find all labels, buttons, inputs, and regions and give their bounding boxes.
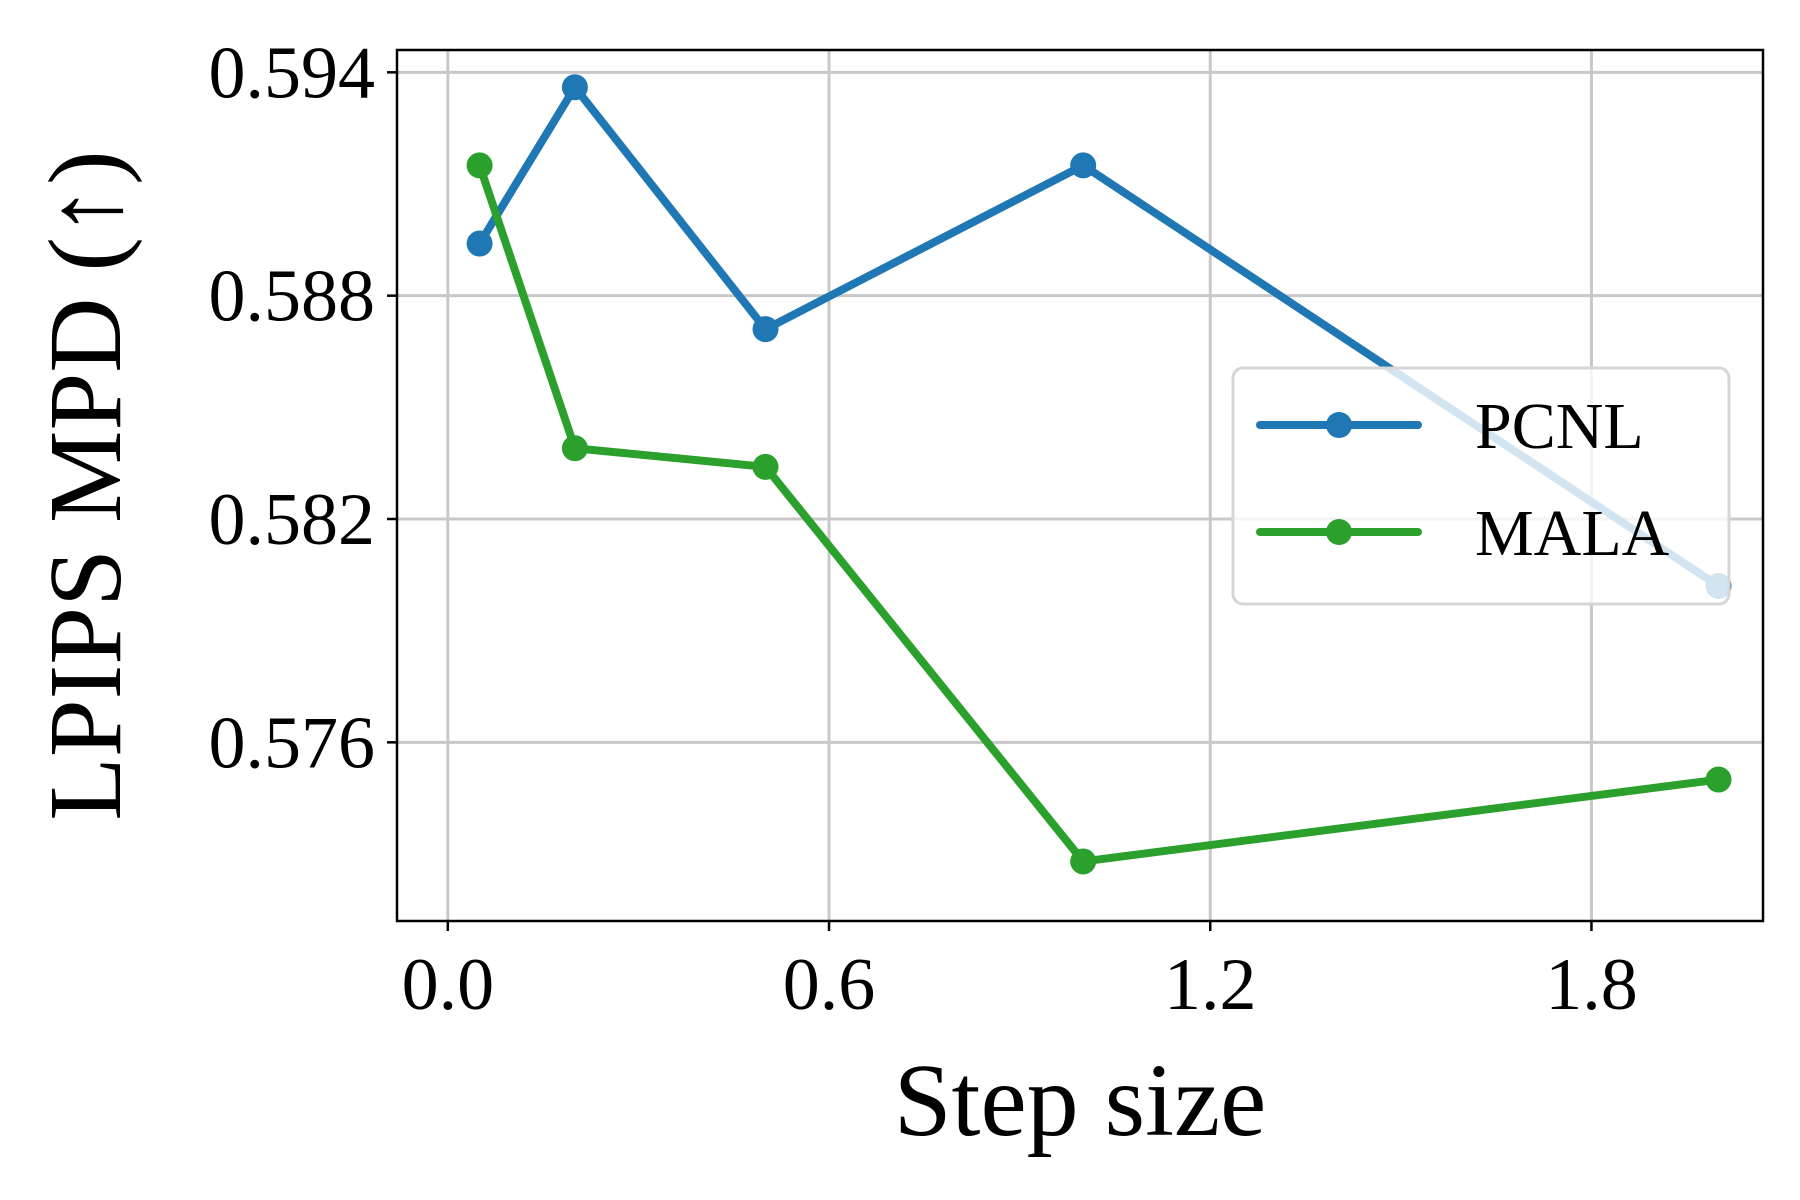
legend-marker-mala (1326, 519, 1352, 545)
y-axis-title: LPIPS MPD (↑) (28, 150, 143, 820)
legend-marker-pcnl (1326, 412, 1352, 438)
data-point-pcnl (466, 230, 493, 257)
data-point-pcnl (561, 74, 588, 101)
data-point-mala (752, 453, 779, 480)
x-tick-label: 0.6 (783, 944, 876, 1026)
y-tick-label: 0.594 (209, 32, 376, 114)
legend-label-mala: MALA (1475, 497, 1670, 570)
tick-layer: 0.0 0.6 1.2 1.8 0.576 0.582 0.588 0.594 (209, 32, 1638, 1026)
data-point-mala (561, 435, 588, 462)
y-tick-label: 0.588 (209, 256, 376, 338)
grid-layer (397, 50, 1763, 921)
y-tick-label: 0.582 (209, 479, 376, 561)
x-tick-label: 1.2 (1164, 944, 1257, 1026)
x-tick-label: 0.0 (402, 944, 495, 1026)
data-point-pcnl (1070, 152, 1097, 179)
x-tick-label: 1.8 (1545, 944, 1638, 1026)
x-axis-title: Step size (894, 1043, 1267, 1158)
axes-frame (395, 48, 1765, 923)
y-tick-label: 0.576 (209, 702, 376, 784)
data-point-mala (466, 152, 493, 179)
series-layer (466, 74, 1732, 875)
data-point-mala (1705, 766, 1732, 793)
data-point-mala (1070, 848, 1097, 875)
legend-label-pcnl: PCNL (1475, 390, 1644, 463)
data-point-pcnl (752, 316, 779, 343)
legend: PCNL MALA (1231, 366, 1731, 606)
